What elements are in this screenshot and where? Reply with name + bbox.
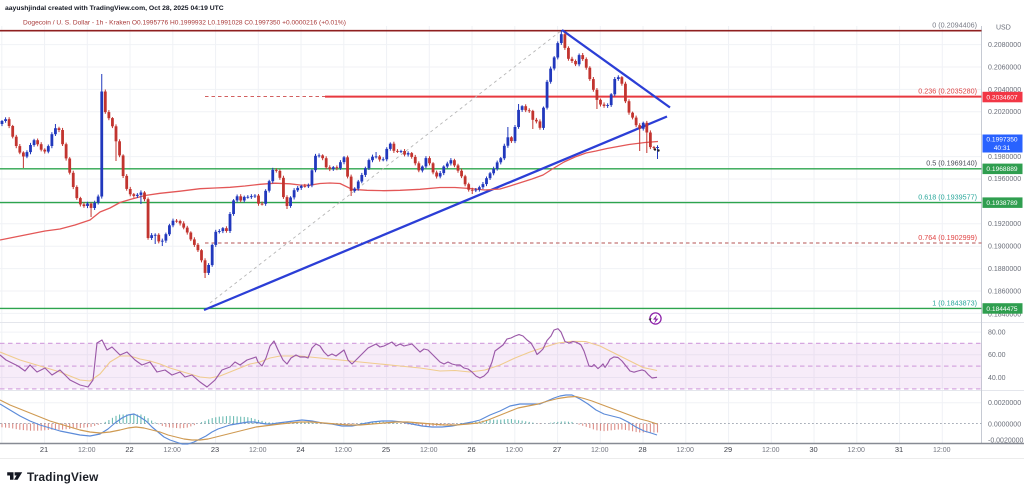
svg-text:TradingView: TradingView <box>27 470 99 484</box>
svg-text:31: 31 <box>895 445 903 454</box>
svg-text:0.2080000: 0.2080000 <box>988 42 1021 49</box>
svg-text:12:00: 12:00 <box>334 447 352 454</box>
svg-text:12:00: 12:00 <box>420 447 438 454</box>
svg-text:40.00: 40.00 <box>988 375 1006 382</box>
svg-text:aayushjindal created with Trad: aayushjindal created with TradingView.co… <box>5 5 224 12</box>
svg-text:0.236 (0.2035280): 0.236 (0.2035280) <box>918 86 977 95</box>
svg-text:26: 26 <box>467 445 475 454</box>
svg-text:12:00: 12:00 <box>591 447 609 454</box>
svg-text:12:00: 12:00 <box>249 447 267 454</box>
svg-text:1 (0.1843873): 1 (0.1843873) <box>932 298 977 307</box>
svg-text:80.00: 80.00 <box>988 330 1006 337</box>
svg-text:40:31: 40:31 <box>994 145 1011 152</box>
svg-text:12:00: 12:00 <box>676 447 694 454</box>
svg-text:28: 28 <box>638 445 646 454</box>
svg-text:0.1900000: 0.1900000 <box>988 244 1021 251</box>
svg-text:0.764 (0.1902999): 0.764 (0.1902999) <box>918 233 977 242</box>
svg-text:0.1844475: 0.1844475 <box>986 306 1018 313</box>
svg-text:25: 25 <box>382 445 390 454</box>
svg-text:12:00: 12:00 <box>163 447 181 454</box>
svg-text:12:00: 12:00 <box>762 447 780 454</box>
svg-text:12:00: 12:00 <box>933 447 951 454</box>
svg-text:0.1840000: 0.1840000 <box>988 312 1021 319</box>
svg-text:0.2040000: 0.2040000 <box>988 87 1021 94</box>
svg-text:Dogecoin / U. S. Dollar - 1h -: Dogecoin / U. S. Dollar - 1h - Kraken O0… <box>23 19 346 26</box>
svg-text:12:00: 12:00 <box>78 447 96 454</box>
svg-text:0.2020000: 0.2020000 <box>988 109 1021 116</box>
svg-text:12:00: 12:00 <box>505 447 523 454</box>
svg-text:21: 21 <box>40 445 48 454</box>
svg-text:-0.0020000: -0.0020000 <box>988 437 1024 444</box>
svg-text:0.1920000: 0.1920000 <box>988 221 1021 228</box>
svg-text:0.1880000: 0.1880000 <box>988 266 1021 273</box>
svg-text:0.0000000: 0.0000000 <box>988 422 1021 429</box>
svg-text:24: 24 <box>296 445 304 454</box>
svg-text:0.1997350: 0.1997350 <box>986 136 1018 143</box>
svg-text:0.1968889: 0.1968889 <box>986 166 1018 173</box>
svg-text:0.5 (0.1969140): 0.5 (0.1969140) <box>926 159 977 168</box>
svg-text:22: 22 <box>125 445 133 454</box>
svg-text:0.1980000: 0.1980000 <box>988 154 1021 161</box>
svg-text:60.00: 60.00 <box>988 352 1006 359</box>
svg-text:0.2034607: 0.2034607 <box>986 94 1018 101</box>
svg-text:27: 27 <box>553 445 561 454</box>
svg-text:0.1938789: 0.1938789 <box>986 200 1018 207</box>
svg-text:0.1960000: 0.1960000 <box>988 176 1021 183</box>
svg-text:0 (0.2094406): 0 (0.2094406) <box>932 21 977 30</box>
svg-text:0.0020000: 0.0020000 <box>988 400 1021 407</box>
svg-text:0.618 (0.1939577): 0.618 (0.1939577) <box>918 192 977 201</box>
svg-text:USD: USD <box>996 25 1011 32</box>
svg-text:12:00: 12:00 <box>847 447 865 454</box>
svg-text:0.1860000: 0.1860000 <box>988 288 1021 295</box>
svg-text:23: 23 <box>211 445 219 454</box>
svg-text:29: 29 <box>724 445 732 454</box>
svg-text:0.2060000: 0.2060000 <box>988 64 1021 71</box>
svg-text:30: 30 <box>809 445 817 454</box>
